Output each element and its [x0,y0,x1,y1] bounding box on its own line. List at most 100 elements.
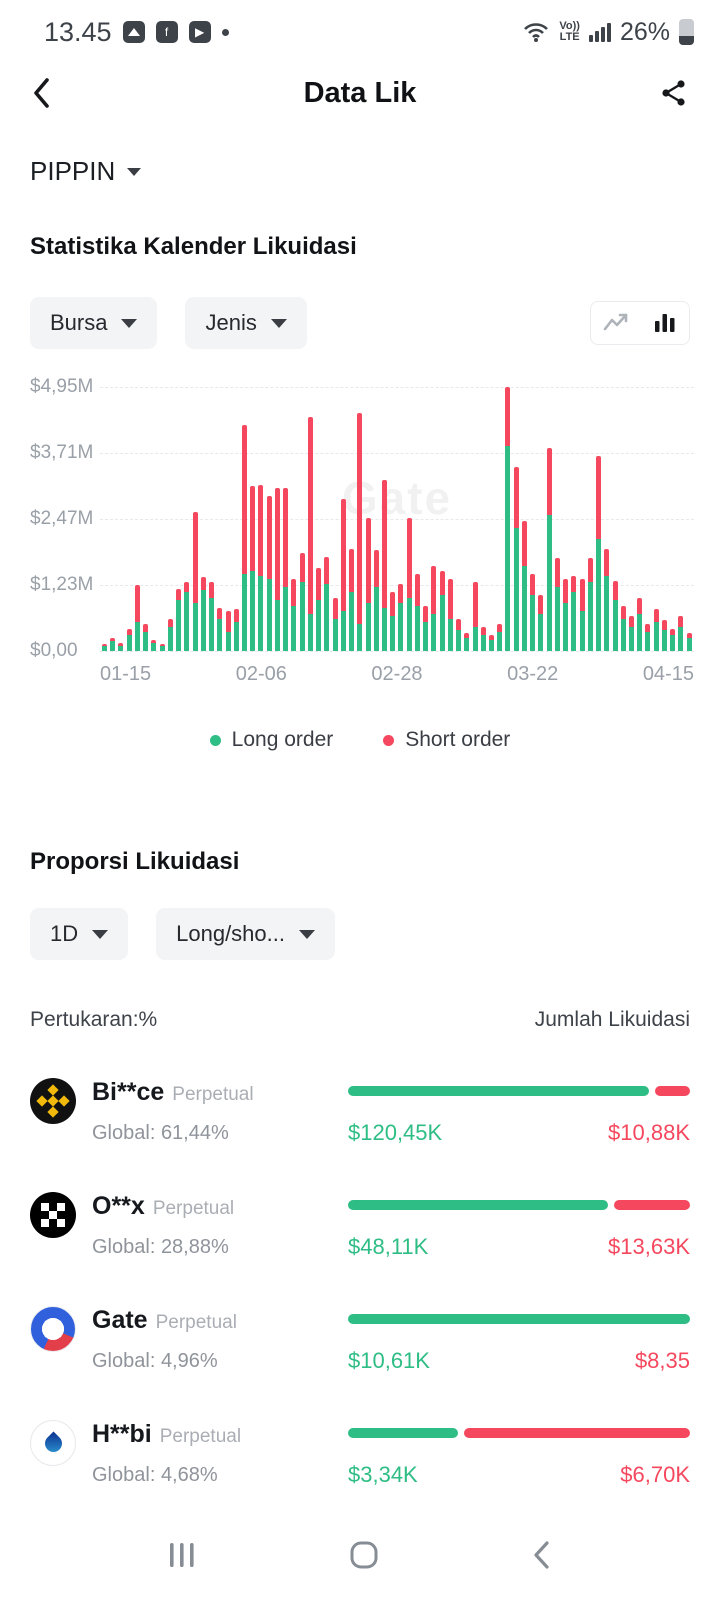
chart-plot-area: Gate [100,387,694,652]
chart-bar [629,616,634,651]
short-bar [463,1428,690,1438]
chart-bar [439,571,445,651]
chart-bar [497,624,503,651]
status-bar: 13.45 f ▶ Vo)) LTE 26% [0,0,720,52]
chart-bar [472,582,478,651]
recents-icon [170,1543,194,1567]
long-short-ratio-bar [348,1314,690,1324]
long-amount: $48,11K [348,1234,429,1259]
chart-bar [167,619,173,651]
line-chart-icon [603,313,628,331]
chart-bar [134,585,140,651]
chart-bar [513,467,519,651]
back-chevron-icon [34,78,49,108]
chart-bar [653,609,659,651]
chart-bar [505,387,511,651]
section-title-proportion: Proporsi Likuidasi [30,848,240,875]
chart-bar [381,480,387,651]
section-title-calendar: Statistika Kalender Likuidasi [30,233,357,260]
volte-indicator: Vo)) LTE [559,20,580,43]
longshort-filter-button[interactable]: Long/sho... [156,908,335,960]
home-icon [350,1541,378,1569]
exchange-row[interactable]: O**x Perpetual Global: 28,88% $48,11K $1… [0,1192,720,1260]
okx-icon [30,1192,76,1238]
facebook-notification-icon: f [155,21,178,43]
back-nav-button[interactable] [530,1539,554,1571]
chart-x-axis: 01-15 02-06 02-28 03-22 04-15 [100,651,694,686]
chevron-down-icon [270,318,287,328]
long-amount: $10,61K [348,1348,430,1373]
notification-dot-icon [221,28,229,36]
binance-icon [30,1078,76,1124]
chart-bar [431,566,437,651]
global-percent: 4,96% [160,1350,218,1372]
wifi-icon [524,23,549,42]
chevron-down-icon [121,318,138,328]
legend-short-dot [383,734,395,746]
chart-bar [274,488,280,651]
exchange-row[interactable]: Gate Perpetual Global: 4,96% $10,61K $8,… [0,1306,720,1374]
chart-bar [678,616,684,651]
chart-bar [307,417,313,651]
chart-bar [480,627,486,651]
y-tick: $2,47M [30,508,94,529]
bar-chart-toggle-button[interactable] [641,302,689,344]
header: Data Lik [0,60,720,126]
long-short-ratio-bar [348,1086,690,1096]
chart-bar [283,488,289,651]
y-tick: $3,71M [30,442,94,463]
short-amount: $8,35 [634,1348,690,1373]
long-bar [348,1314,690,1324]
chart-bar [209,582,215,651]
chart-bar [324,557,330,651]
exchange-row[interactable]: Bi**ce Perpetual Global: 61,44% $120,45K… [0,1078,720,1146]
page-title: Data Lik [303,76,417,109]
chart-bar [645,624,651,651]
chart-bar [554,558,560,651]
share-button[interactable] [646,77,690,109]
chart-bar [456,619,462,651]
chart-bar [143,624,149,651]
chart-bar [686,633,692,651]
chart-bar [332,598,338,651]
chart-bar [373,550,379,651]
exchange-row[interactable]: H**bi Perpetual Global: 4,68% $3,34K $6,… [0,1420,720,1488]
chart-bar [530,574,536,651]
x-tick: 04-15 [642,663,694,685]
legend-long-dot [209,734,221,746]
chart-bar [192,512,198,651]
jenis-filter-button[interactable]: Jenis [185,297,307,349]
period-filter-button[interactable]: 1D [30,908,129,960]
chart-bar [587,558,593,651]
bar-chart-icon [655,314,675,332]
long-bar [348,1428,458,1438]
chart-bar [604,549,610,651]
recents-button[interactable] [166,1540,198,1570]
chart-bar [414,574,420,651]
gate-icon [30,1306,76,1352]
exchange-name: O**x [92,1192,145,1220]
chart-bar [571,576,577,651]
coin-selector-label: PIPPIN [30,156,116,186]
chart-bar [579,579,585,651]
y-tick: $4,95M [30,376,94,397]
bursa-filter-button[interactable]: Bursa [30,297,158,349]
exchange-suffix: Perpetual [172,1084,254,1105]
line-chart-toggle-button[interactable] [591,302,641,344]
chart-bar [126,629,132,651]
coin-selector[interactable]: PIPPIN [30,156,142,187]
long-short-ratio-bar [348,1428,690,1438]
back-button[interactable] [30,75,74,111]
short-amount: $10,88K [608,1120,690,1145]
exchange-name: Gate [92,1306,148,1334]
chart-bar [118,643,124,651]
home-button[interactable] [348,1539,380,1571]
chart-bar [151,640,157,651]
legend-item-short: Short order [383,728,510,752]
chart-bar [241,425,247,651]
chart-bar [406,518,412,651]
chart-bar [217,608,223,651]
chart-bar [266,496,272,651]
chart-bar [184,582,190,651]
chevron-down-icon [92,929,109,939]
